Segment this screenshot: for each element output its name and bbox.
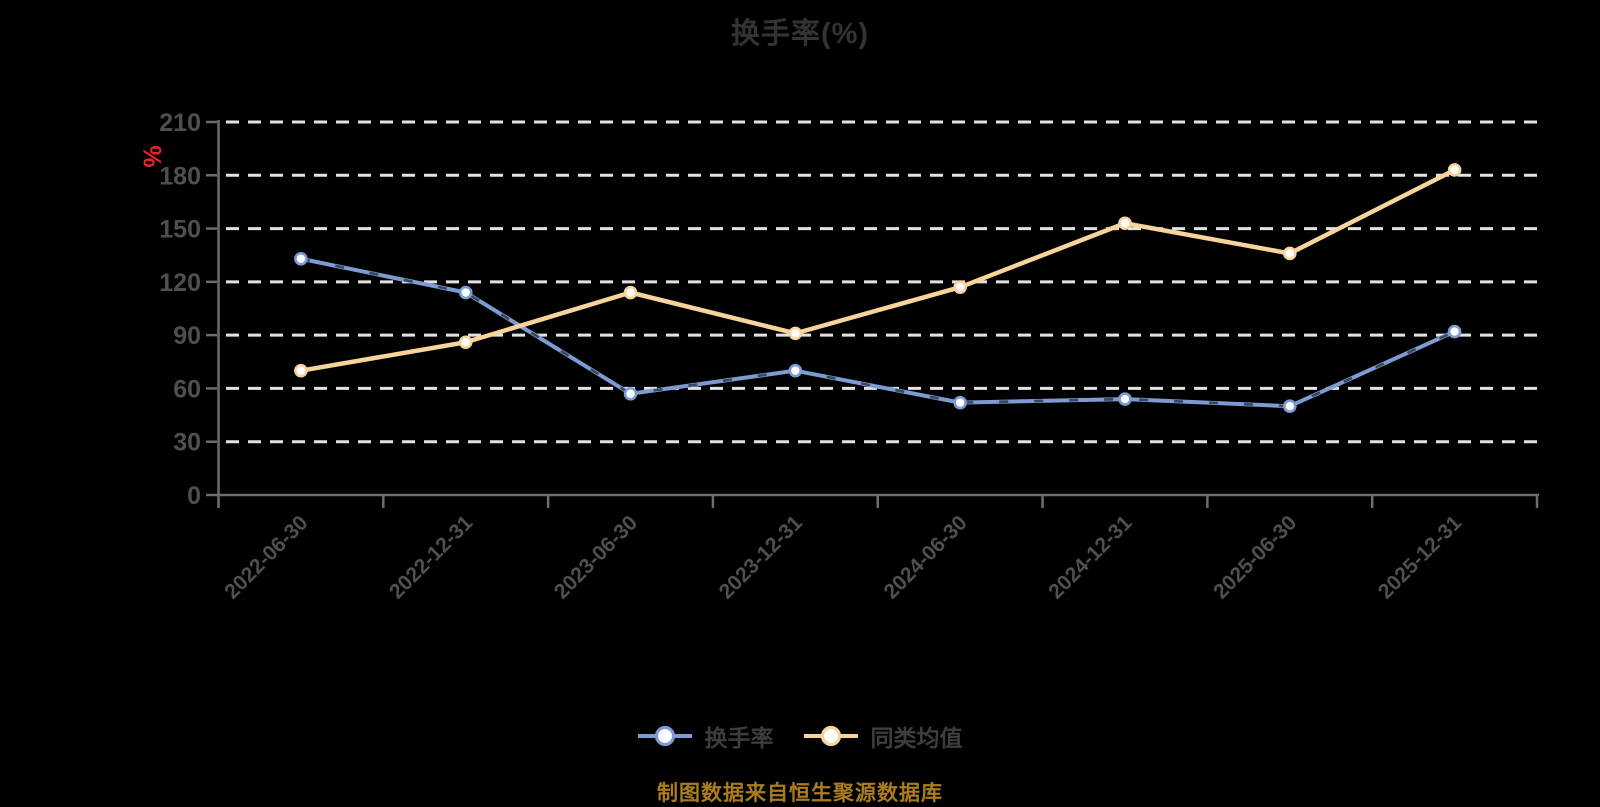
data-point[interactable]	[623, 285, 638, 300]
chart-title: 换手率(%)	[730, 18, 870, 50]
series-peer-average	[294, 163, 1462, 378]
data-point[interactable]	[1282, 246, 1297, 261]
x-tick-label: 2024-06-30	[879, 511, 971, 603]
data-point[interactable]	[788, 326, 803, 341]
data-point[interactable]	[1282, 399, 1297, 413]
legend-label-turnover: 换手率	[704, 725, 774, 751]
legend-label-peer-average: 同类均值	[870, 725, 963, 751]
legend-item-turnover[interactable]: 换手率	[637, 719, 774, 753]
data-point[interactable]	[458, 335, 473, 350]
series-turnover	[294, 251, 1462, 413]
data-point[interactable]	[294, 251, 308, 266]
y-tick-label: 180	[159, 162, 201, 190]
y-tick-label: 0	[187, 482, 201, 510]
data-point[interactable]	[1447, 324, 1462, 339]
y-tick-label: 210	[159, 109, 201, 137]
x-tick-label: 2024-12-31	[1044, 511, 1136, 603]
y-tick-label: 60	[173, 375, 201, 403]
data-point[interactable]	[788, 363, 803, 378]
data-point[interactable]	[953, 280, 967, 294]
legend: 换手率 同类均值	[0, 719, 1600, 753]
source-note: 制图数据来自恒生聚源数据库	[657, 782, 943, 805]
data-point[interactable]	[623, 386, 638, 401]
data-point[interactable]	[953, 395, 967, 410]
y-tick-label: 90	[173, 322, 201, 350]
x-axis-labels: 2022-06-30 2022-12-31 2023-06-30 2023-12-31…	[220, 511, 1466, 603]
x-tick-label: 2025-12-31	[1374, 511, 1466, 603]
legend-item-peer-average[interactable]: 同类均值	[803, 719, 963, 753]
peer-average-legend-marker-icon	[803, 725, 858, 747]
data-point[interactable]	[1118, 216, 1132, 231]
x-tick-label: 2022-12-31	[385, 511, 477, 603]
y-tick-label: 30	[173, 429, 201, 457]
data-point[interactable]	[1118, 392, 1132, 406]
series-line	[300, 167, 1456, 373]
x-tick-label: 2022-06-30	[220, 511, 312, 603]
turnover-legend-marker-icon	[637, 725, 692, 747]
x-tick-label: 2023-06-30	[550, 511, 642, 603]
data-point[interactable]	[1447, 163, 1462, 177]
data-point[interactable]	[458, 285, 473, 300]
series-line	[300, 256, 1456, 409]
axes	[217, 120, 1539, 508]
x-tick-label: 2023-12-31	[715, 511, 807, 603]
x-tick-label: 2025-06-30	[1209, 511, 1301, 603]
y-tick-label: 120	[159, 269, 201, 297]
y-axis-labels: 0 30 60 90 120 150 180 210	[159, 109, 217, 510]
y-tick-label: 150	[159, 216, 201, 244]
data-point[interactable]	[294, 363, 308, 378]
